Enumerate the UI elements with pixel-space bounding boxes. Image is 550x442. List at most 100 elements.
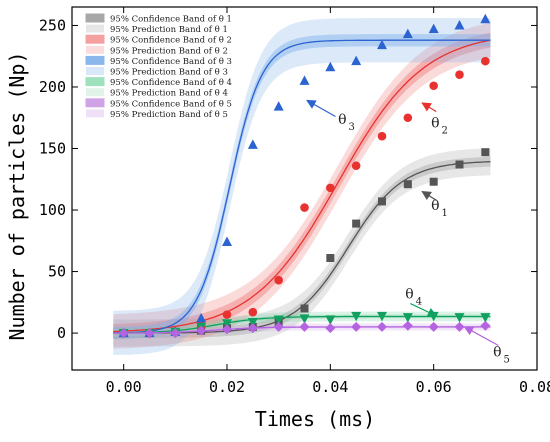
data-point-theta3 (428, 23, 439, 34)
prediction-band-theta1 (113, 148, 491, 347)
data-point-theta3 (273, 101, 284, 111)
fit-curve-theta3 (113, 39, 491, 334)
y-tick-label: 250 (39, 16, 66, 34)
annotation-arrow-theta2 (421, 102, 437, 113)
data-point-theta2 (429, 81, 438, 91)
legend-swatch-confidence (85, 77, 105, 87)
data-point-theta4 (454, 313, 465, 323)
data-point-theta2 (481, 56, 490, 66)
legend-label: 95% Confidence Band of θ 3 (110, 57, 232, 67)
data-point-theta1 (429, 177, 438, 186)
y-tick-label: 50 (48, 263, 66, 281)
x-tick-label: 0.08 (519, 378, 550, 396)
annotation-arrow-theta4 (410, 303, 438, 317)
data-point-theta5 (273, 321, 284, 332)
annotation-subscript: 4 (416, 297, 422, 308)
data-point-theta3 (377, 39, 387, 50)
annotations-layer: θ 3 θ 2θ 1θ 4θ 5 (306, 99, 510, 365)
legend-label: 95% Prediction Band of θ 4 (110, 89, 228, 99)
data-point-theta3 (196, 312, 207, 323)
data-point-theta5 (144, 328, 155, 339)
data-point-theta5 (402, 320, 413, 331)
legend-swatch-prediction (86, 67, 104, 75)
confidence-band-theta5 (113, 325, 491, 335)
data-point-theta5 (299, 321, 310, 332)
axes-layer: 0.00 0.02 0.04 0.06 0.08 0 50 100 150 200 250 (39, 6, 550, 396)
annotation-symbol: θ (405, 287, 413, 303)
x-axis-title: Times (ms) (255, 407, 375, 431)
x-tick-label: 0.06 (416, 378, 452, 396)
x-tick-label: 0.00 (106, 378, 142, 396)
annotation-subscript: 2 (442, 126, 448, 137)
annotation-arrow-theta5 (463, 326, 499, 346)
y-tick-label: 200 (39, 78, 66, 96)
data-point-theta1 (403, 180, 412, 189)
data-point-theta3 (325, 61, 336, 72)
data-point-theta5 (454, 321, 465, 332)
data-point-theta1 (352, 219, 361, 228)
data-point-theta5 (196, 325, 207, 336)
annotation-arrow-theta1 (421, 190, 437, 201)
data-point-theta2 (351, 161, 361, 171)
annotation-symbol: θ (431, 116, 439, 132)
legend-label: 95% Prediction Band of θ 5 (110, 110, 228, 120)
legend-label: 95% Prediction Band of θ 1 (110, 25, 228, 35)
y-axis-title: Number of particles (Np) (5, 52, 29, 341)
y-tick-label: 150 (39, 140, 66, 158)
data-point-theta5 (325, 323, 336, 334)
data-point-theta5 (222, 324, 232, 335)
data-point-theta4 (247, 318, 258, 328)
annotation-symbol: θ (431, 198, 439, 214)
data-point-theta5 (377, 321, 387, 332)
data-point-theta2 (377, 131, 387, 141)
data-point-theta3 (299, 75, 310, 85)
data-point-theta3 (454, 19, 465, 30)
legend-label: 95% Confidence Band of θ 5 (110, 99, 232, 109)
fit-curve-theta2 (113, 39, 491, 333)
data-point-theta5 (428, 321, 439, 332)
prediction-band-theta3 (113, 18, 491, 355)
data-point-theta4 (222, 319, 232, 329)
legend-swatch-confidence (85, 98, 105, 108)
data-point-theta4 (351, 311, 362, 322)
legend-swatch-prediction (86, 109, 104, 118)
data-point-theta4 (299, 314, 310, 324)
annotation-subscript: 3 (349, 122, 355, 133)
data-point-theta2 (455, 70, 464, 79)
annotation-subscript: 5 (504, 354, 510, 365)
data-point-theta3 (402, 28, 413, 39)
data-point-theta5 (351, 321, 362, 332)
annotation-symbol: θ (338, 112, 346, 128)
data-point-theta3 (222, 236, 232, 247)
data-point-theta1 (326, 254, 335, 263)
data-point-theta2 (274, 275, 283, 285)
data-point-theta4 (325, 315, 336, 326)
data-point-theta2 (326, 183, 335, 193)
data-point-theta3 (480, 13, 491, 24)
data-point-theta1 (481, 148, 490, 157)
legend-swatch-prediction (86, 24, 104, 33)
data-point-theta1 (378, 197, 386, 206)
data-point-theta1 (300, 304, 309, 313)
data-point-theta2 (222, 310, 232, 319)
data-point-theta2 (403, 113, 413, 123)
prediction-band-theta2 (113, 22, 491, 349)
legend-swatch-confidence (85, 34, 105, 44)
data-point-theta4 (273, 315, 284, 326)
legend-swatch-confidence (85, 55, 105, 65)
data-point-theta2 (300, 203, 309, 212)
data-point-theta5 (480, 320, 491, 331)
legend-label: 95% Confidence Band of θ 2 (110, 36, 232, 46)
y-tick-label: 100 (39, 201, 66, 219)
legend-swatch-confidence (85, 13, 105, 23)
x-tick-label: 0.02 (209, 378, 245, 396)
data-point-theta4 (480, 313, 491, 323)
legend-swatch-prediction (86, 88, 104, 97)
